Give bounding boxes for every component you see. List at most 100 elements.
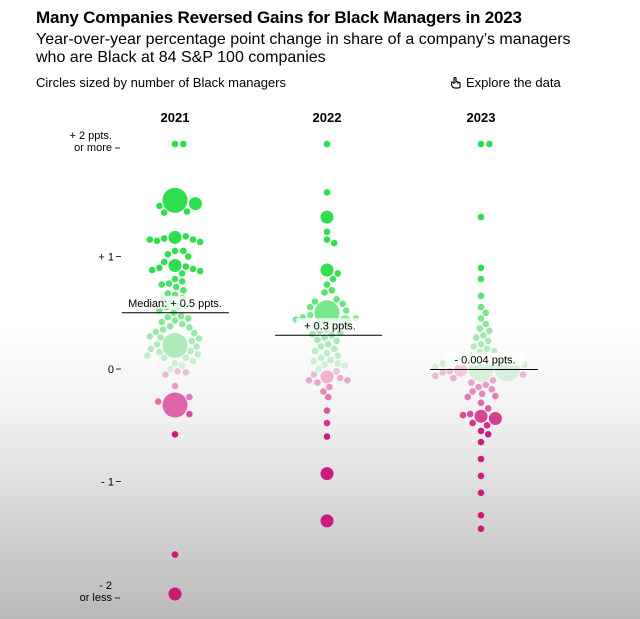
y-tick-label: 0 — [108, 364, 114, 376]
company-circle — [477, 438, 485, 446]
company-circle — [171, 247, 179, 255]
company-circle — [483, 422, 491, 429]
size-note: Circles sized by number of Black manager… — [36, 75, 286, 90]
y-tick-label: - 1 — [101, 477, 114, 489]
company-circle — [178, 320, 186, 328]
company-circle — [164, 314, 172, 321]
company-circle — [156, 307, 163, 314]
company-circle — [171, 275, 179, 283]
explore-data-link[interactable]: Explore the data — [451, 75, 561, 90]
company-circle — [483, 345, 491, 353]
company-circle — [153, 341, 161, 348]
company-circle — [480, 332, 487, 339]
company-circle — [320, 388, 327, 395]
company-circle — [309, 330, 316, 338]
company-circle — [182, 233, 190, 240]
company-circle — [189, 265, 197, 273]
company-circle — [311, 347, 319, 355]
company-circle — [323, 189, 331, 196]
company-circle — [333, 368, 340, 375]
company-circle — [195, 335, 203, 342]
company-circle — [477, 275, 485, 283]
company-circle — [157, 334, 164, 341]
company-circle — [310, 357, 318, 365]
series-2021 — [144, 140, 204, 601]
company-circle — [432, 372, 439, 380]
median-label-backdrop — [445, 352, 525, 366]
company-circle — [459, 411, 467, 419]
company-circle — [158, 318, 166, 326]
company-circle — [475, 383, 482, 391]
company-circle — [477, 427, 485, 435]
explore-data-label: Explore the data — [466, 75, 561, 90]
company-circle — [478, 390, 486, 398]
series-2023 — [432, 140, 528, 533]
company-circle — [320, 514, 334, 528]
company-circle — [336, 374, 344, 382]
median-label-backdrop — [118, 295, 232, 309]
company-circle — [178, 278, 186, 285]
company-circle — [330, 345, 338, 353]
company-circle — [328, 287, 336, 294]
median-2023: - 0.004 ppts. — [430, 352, 538, 370]
company-circle — [320, 263, 334, 277]
company-circle — [314, 379, 321, 386]
y-tick: 0 — [108, 364, 121, 376]
company-circle — [334, 352, 342, 359]
company-circle — [450, 374, 457, 382]
company-circle — [146, 333, 154, 340]
company-circle — [324, 393, 332, 401]
company-circle — [477, 292, 485, 300]
company-circle — [174, 368, 181, 375]
company-circle — [182, 369, 190, 376]
company-circle — [466, 410, 474, 418]
company-circle — [323, 228, 331, 236]
company-circle — [477, 140, 485, 148]
company-circle — [339, 300, 346, 308]
company-circle — [488, 412, 502, 425]
company-circle — [171, 431, 179, 438]
company-circle — [454, 363, 468, 377]
company-circle — [334, 270, 342, 277]
company-circle — [486, 327, 493, 335]
company-circle — [477, 264, 485, 272]
company-circle — [314, 336, 321, 344]
company-circle — [474, 409, 488, 423]
company-circle — [477, 472, 485, 480]
company-circle — [519, 371, 527, 378]
company-circle — [160, 354, 168, 362]
company-circle — [196, 238, 204, 246]
company-circle — [469, 419, 476, 427]
company-circle — [165, 280, 173, 287]
company-circle — [486, 140, 493, 148]
company-circle — [178, 362, 186, 369]
company-circle — [470, 343, 478, 350]
year-label-2021: 2021 — [161, 110, 190, 125]
company-circle — [329, 275, 337, 283]
company-circle — [489, 377, 497, 384]
company-circle — [330, 239, 338, 247]
median-label-backdrop — [296, 318, 364, 332]
company-circle — [488, 386, 496, 393]
company-circle — [476, 325, 484, 332]
company-circle — [464, 393, 472, 401]
company-circle — [146, 236, 154, 243]
company-circle — [171, 382, 179, 390]
y-tick-label: - 2 — [99, 580, 112, 592]
company-circle — [160, 209, 168, 216]
company-circle — [439, 369, 446, 376]
company-circle — [477, 455, 485, 463]
pointer-hand-icon — [451, 76, 461, 89]
chart-title: Many Companies Reversed Gains for Black … — [36, 8, 522, 27]
company-circle — [168, 587, 182, 601]
company-circle — [180, 247, 187, 255]
company-circle — [333, 337, 340, 345]
y-tick-label: + 1 — [98, 252, 114, 264]
company-circle — [196, 267, 204, 275]
company-circle — [162, 392, 188, 418]
y-tick-label: or less — [80, 592, 113, 604]
company-circle — [183, 208, 191, 215]
company-circle — [148, 266, 156, 274]
company-circle — [344, 377, 351, 384]
